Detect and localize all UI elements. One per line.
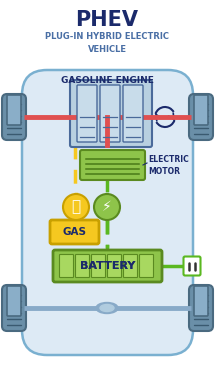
FancyBboxPatch shape [80,150,145,180]
FancyBboxPatch shape [60,255,74,277]
Text: GASOLINE ENGINE: GASOLINE ENGINE [61,76,154,85]
Text: ⬦: ⬦ [71,200,81,214]
FancyBboxPatch shape [70,80,152,147]
FancyBboxPatch shape [2,285,26,331]
Text: ELECTRIC
MOTOR: ELECTRIC MOTOR [148,155,189,176]
FancyBboxPatch shape [22,70,193,355]
FancyBboxPatch shape [7,95,21,125]
FancyBboxPatch shape [100,85,120,142]
Text: BATTERY: BATTERY [80,261,135,271]
FancyBboxPatch shape [189,94,213,140]
FancyBboxPatch shape [123,255,138,277]
FancyBboxPatch shape [194,286,208,316]
Text: PLUG-IN HYBRID ELECTRIC
VEHICLE: PLUG-IN HYBRID ELECTRIC VEHICLE [45,32,169,53]
FancyBboxPatch shape [50,220,99,244]
Text: GAS: GAS [63,227,86,237]
Text: PHEV: PHEV [75,10,138,30]
Circle shape [63,194,89,220]
FancyBboxPatch shape [53,250,162,282]
FancyBboxPatch shape [7,286,21,316]
FancyBboxPatch shape [140,255,154,277]
FancyBboxPatch shape [77,85,97,142]
FancyBboxPatch shape [108,255,121,277]
FancyBboxPatch shape [2,94,26,140]
FancyBboxPatch shape [189,285,213,331]
FancyBboxPatch shape [75,255,89,277]
FancyBboxPatch shape [194,95,208,125]
Text: ⚡: ⚡ [102,200,112,214]
Ellipse shape [96,303,118,314]
Circle shape [94,194,120,220]
FancyBboxPatch shape [183,256,201,276]
FancyBboxPatch shape [123,85,143,142]
Text: BATTERY: BATTERY [80,261,135,271]
FancyBboxPatch shape [92,255,106,277]
Ellipse shape [100,305,114,311]
